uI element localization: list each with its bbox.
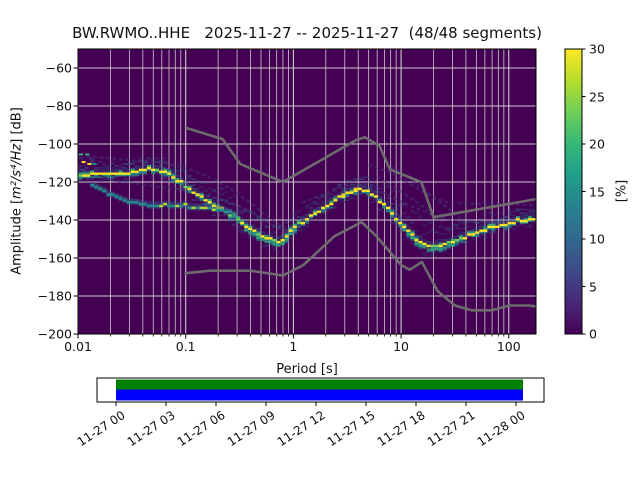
colorbar — [564, 48, 586, 335]
histogram-data — [78, 153, 536, 258]
y-tick-label: −140 — [37, 212, 72, 228]
x-tick-label: 10 — [393, 339, 410, 354]
x-axis-label: Period [s] — [276, 362, 338, 377]
histogram-background — [78, 49, 536, 334]
nhnm-line — [184, 126, 536, 219]
coverage-bar-green — [116, 379, 523, 390]
x-tick-label: 0.1 — [175, 339, 196, 354]
coverage-timeline — [96, 377, 545, 406]
y-tick-label: −160 — [37, 250, 72, 266]
x-tick-label: 100 — [496, 339, 521, 354]
y-axis-label-suffix: ] [dB] — [9, 107, 25, 144]
page-title: BW.RWMO..HHE 2025-11-27 -- 2025-11-27 (4… — [72, 24, 542, 42]
y-tick-label: −120 — [37, 174, 72, 190]
coverage-bar-blue — [116, 389, 523, 401]
colorbar-tick-label: 0 — [589, 326, 597, 342]
y-tick-label: −80 — [45, 98, 72, 114]
x-tick-label: 0.01 — [64, 339, 92, 354]
axes-frame — [73, 48, 537, 339]
colorbar-tick-label: 25 — [589, 89, 605, 104]
grid-lines — [77, 49, 536, 334]
y-axis-label-math: m²/s⁴/Hz — [9, 143, 25, 199]
nlnm-line — [184, 220, 536, 312]
colorbar-tick-label: 5 — [589, 279, 597, 294]
y-tick-label: −60 — [45, 60, 72, 76]
colorbar-tick-label: 20 — [589, 136, 605, 152]
y-axis-label-prefix: Amplitude [ — [9, 198, 25, 275]
x-tick-label: 1 — [289, 339, 298, 354]
colorbar-tick-label: 30 — [589, 41, 605, 57]
colorbar-label: [%] — [614, 179, 630, 203]
noise-models — [184, 126, 536, 312]
y-tick-label: −200 — [37, 326, 72, 342]
colorbar-tick-label: 15 — [589, 184, 605, 199]
y-tick-label: −180 — [37, 288, 72, 304]
y-axis-label: Amplitude [m²/s⁴/Hz] [dB] — [10, 107, 25, 275]
colorbar-tick-label: 10 — [589, 231, 605, 247]
y-tick-label: −100 — [37, 136, 72, 152]
